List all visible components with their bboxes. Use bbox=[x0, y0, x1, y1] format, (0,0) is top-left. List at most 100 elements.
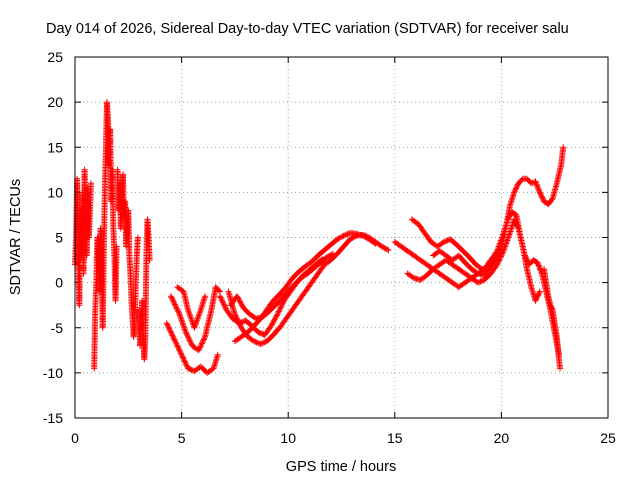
y-axis-label: SDTVAR / TECUs bbox=[8, 179, 24, 295]
data-point bbox=[269, 320, 276, 327]
series-track-spiky-2 bbox=[114, 166, 141, 340]
data-point bbox=[219, 298, 226, 305]
data-point bbox=[533, 296, 540, 303]
data-point bbox=[134, 234, 141, 241]
data-point bbox=[199, 339, 206, 346]
data-point bbox=[513, 184, 520, 191]
data-point bbox=[172, 337, 178, 344]
series-track-right-b bbox=[404, 216, 543, 304]
data-point bbox=[183, 330, 190, 337]
series-track-mid-d bbox=[227, 250, 336, 322]
data-point bbox=[163, 320, 170, 327]
data-point bbox=[202, 293, 209, 300]
data-point bbox=[165, 324, 172, 331]
data-point bbox=[218, 297, 225, 304]
data-point bbox=[272, 315, 279, 322]
data-point bbox=[197, 343, 204, 350]
data-point bbox=[341, 232, 348, 239]
data-point bbox=[198, 341, 205, 348]
plot-frame bbox=[74, 56, 609, 419]
data-point bbox=[175, 309, 182, 316]
x-tick-label: 5 bbox=[178, 430, 186, 446]
data-point bbox=[270, 319, 277, 325]
data-point bbox=[494, 260, 501, 267]
data-point bbox=[536, 189, 543, 196]
data-point bbox=[277, 305, 284, 312]
data-point bbox=[268, 321, 275, 328]
data-point bbox=[168, 294, 175, 301]
data-point bbox=[174, 307, 181, 313]
data-point bbox=[238, 319, 245, 326]
x-tick-label: 15 bbox=[387, 430, 403, 446]
data-point bbox=[326, 252, 333, 259]
data-point bbox=[176, 347, 183, 354]
y-tick-label: -15 bbox=[43, 410, 63, 426]
data-point bbox=[184, 332, 191, 338]
data-point bbox=[514, 182, 521, 189]
data-point bbox=[535, 291, 542, 298]
data-point bbox=[497, 247, 503, 254]
data-point bbox=[548, 196, 555, 203]
y-tick-label: 0 bbox=[55, 275, 63, 291]
data-point bbox=[171, 336, 178, 343]
data-point bbox=[181, 358, 188, 365]
x-tick-label: 10 bbox=[280, 430, 296, 446]
data-point bbox=[113, 243, 120, 250]
data-point bbox=[182, 329, 189, 336]
data-point bbox=[277, 304, 284, 311]
data-point bbox=[534, 293, 541, 300]
data-point bbox=[170, 333, 177, 340]
x-tick-label: 0 bbox=[71, 430, 79, 446]
data-point bbox=[176, 346, 182, 353]
data-point bbox=[179, 353, 186, 360]
data-point bbox=[170, 298, 177, 305]
data-point bbox=[235, 295, 242, 302]
data-point bbox=[218, 295, 225, 302]
data-point bbox=[217, 294, 224, 301]
series-track-spiky-1 bbox=[91, 99, 120, 372]
data-point bbox=[347, 236, 353, 243]
data-point bbox=[220, 299, 227, 306]
data-point bbox=[173, 304, 180, 311]
data-point bbox=[536, 263, 543, 270]
data-point bbox=[273, 312, 280, 319]
data-point bbox=[185, 334, 192, 341]
data-point bbox=[217, 293, 223, 300]
data-point bbox=[512, 219, 519, 225]
data-point bbox=[534, 259, 541, 266]
data-point bbox=[196, 344, 203, 351]
data-point bbox=[172, 339, 179, 346]
data-point bbox=[261, 339, 268, 346]
data-point bbox=[511, 216, 518, 223]
data-point bbox=[534, 184, 541, 190]
y-tick-label: 10 bbox=[47, 184, 63, 200]
series-track-right-d bbox=[430, 248, 501, 279]
data-point bbox=[173, 340, 180, 347]
data-point bbox=[512, 186, 519, 193]
data-point bbox=[172, 302, 179, 309]
data-point bbox=[238, 301, 245, 307]
data-point bbox=[231, 311, 238, 318]
data-point bbox=[180, 355, 187, 362]
data-point bbox=[186, 337, 193, 344]
data-point bbox=[536, 289, 543, 296]
data-point bbox=[164, 321, 171, 328]
data-point bbox=[385, 247, 392, 254]
data-point bbox=[513, 220, 519, 227]
data-point bbox=[536, 188, 543, 194]
data-point bbox=[169, 297, 176, 304]
data-point bbox=[497, 246, 504, 253]
data-point bbox=[179, 354, 186, 361]
data-point bbox=[539, 194, 546, 201]
data-point bbox=[222, 304, 229, 310]
y-tick-label: 15 bbox=[47, 139, 63, 155]
data-point bbox=[274, 311, 281, 318]
data-point bbox=[533, 179, 539, 186]
data-point bbox=[442, 238, 449, 245]
data-point bbox=[254, 339, 261, 346]
data-point bbox=[196, 346, 203, 352]
data-point bbox=[513, 221, 520, 228]
data-point bbox=[493, 253, 500, 260]
data-point bbox=[195, 347, 202, 354]
